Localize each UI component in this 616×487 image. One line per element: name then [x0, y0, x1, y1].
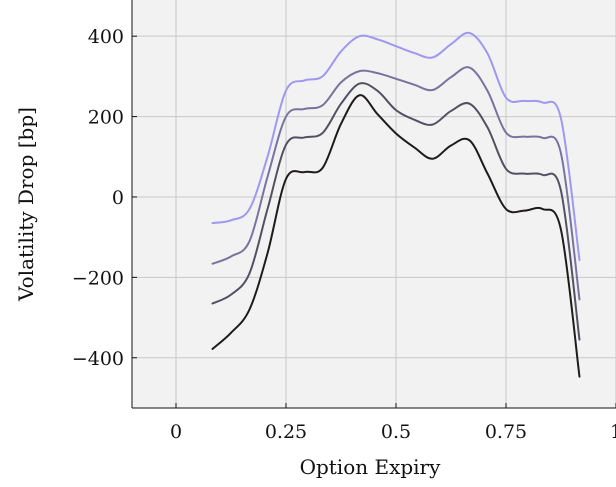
x-tick-label: 0.25	[265, 421, 307, 443]
series-line-3	[211, 82, 581, 341]
y-tick-label: 0	[112, 187, 124, 209]
plot-area	[132, 0, 616, 408]
y-tick-label: −200	[72, 267, 124, 289]
y-tick-label: −400	[72, 348, 124, 370]
axes	[131, 0, 616, 409]
series-group	[211, 31, 581, 378]
grid	[132, 0, 616, 408]
y-tick-label: 400	[88, 26, 124, 48]
y-axis-label: Volatility Drop [bp]	[14, 107, 38, 302]
x-axis-ticks: 0 0.25 0.5 0.75 1	[170, 403, 616, 443]
x-axis-label: Option Expiry	[300, 455, 442, 479]
x-tick-label: 0	[170, 421, 182, 443]
y-axis-ticks: −400 −200 0 200 400	[72, 26, 137, 370]
series-line-4	[211, 94, 581, 378]
x-tick-label: 1	[610, 421, 616, 443]
x-tick-label: 0.75	[485, 421, 527, 443]
series-line-1	[211, 31, 581, 262]
series-line-2	[211, 66, 581, 301]
x-tick-label: 0.5	[381, 421, 411, 443]
y-tick-label: 200	[88, 107, 124, 129]
